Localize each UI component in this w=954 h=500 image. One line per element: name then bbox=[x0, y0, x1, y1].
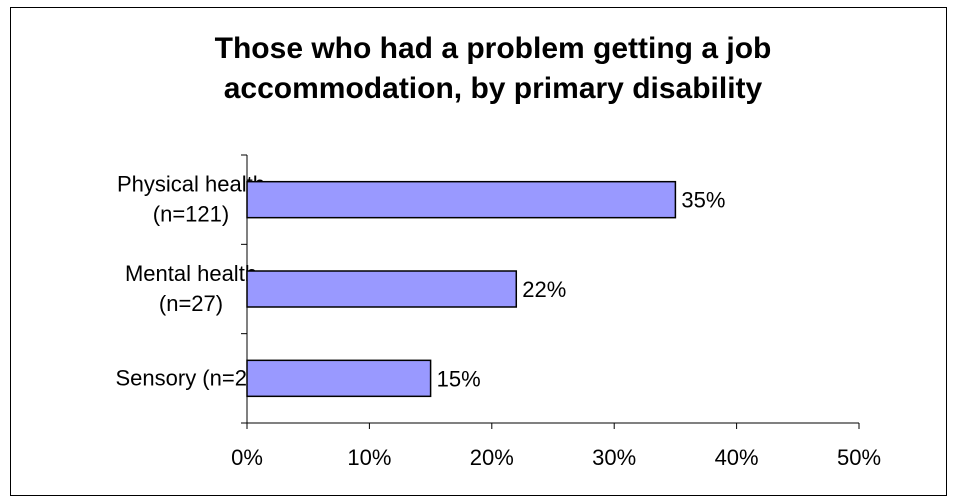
x-tick-label: 20% bbox=[470, 445, 514, 470]
bar bbox=[246, 180, 677, 219]
y-category-label: (n=121) bbox=[153, 202, 229, 227]
chart-title-line: Those who had a problem getting a job bbox=[215, 32, 772, 65]
chart-title-line: accommodation, by primary disability bbox=[224, 72, 763, 105]
y-category-label: (n=27) bbox=[159, 291, 223, 316]
chart-axes: 0% 10% 20% 30% 40% 50% Physical health (n=121) M… bbox=[115, 154, 881, 470]
chart-frame: Those who had a problem getting a job acc… bbox=[10, 7, 947, 496]
bar-data-label: 15% bbox=[437, 366, 481, 391]
bar bbox=[246, 270, 518, 308]
y-category-label: Mental health bbox=[125, 261, 257, 286]
x-tick-label: 40% bbox=[715, 445, 759, 470]
x-tick-label: 30% bbox=[592, 445, 636, 470]
bar bbox=[246, 359, 432, 398]
y-category-label: Physical health bbox=[117, 172, 265, 197]
x-tick-label: 10% bbox=[347, 445, 391, 470]
x-tick-label: 0% bbox=[231, 445, 263, 470]
chart-bars: 35% 22% 15% bbox=[246, 180, 725, 398]
x-tick-label: 50% bbox=[837, 445, 881, 470]
bar-data-label: 22% bbox=[522, 277, 566, 302]
chart-title: Those who had a problem getting a job acc… bbox=[215, 32, 772, 105]
y-category-label: Sensory (n=20) bbox=[115, 365, 266, 390]
bar-data-label: 35% bbox=[681, 188, 725, 213]
bar-chart: Those who had a problem getting a job acc… bbox=[115, 32, 881, 470]
